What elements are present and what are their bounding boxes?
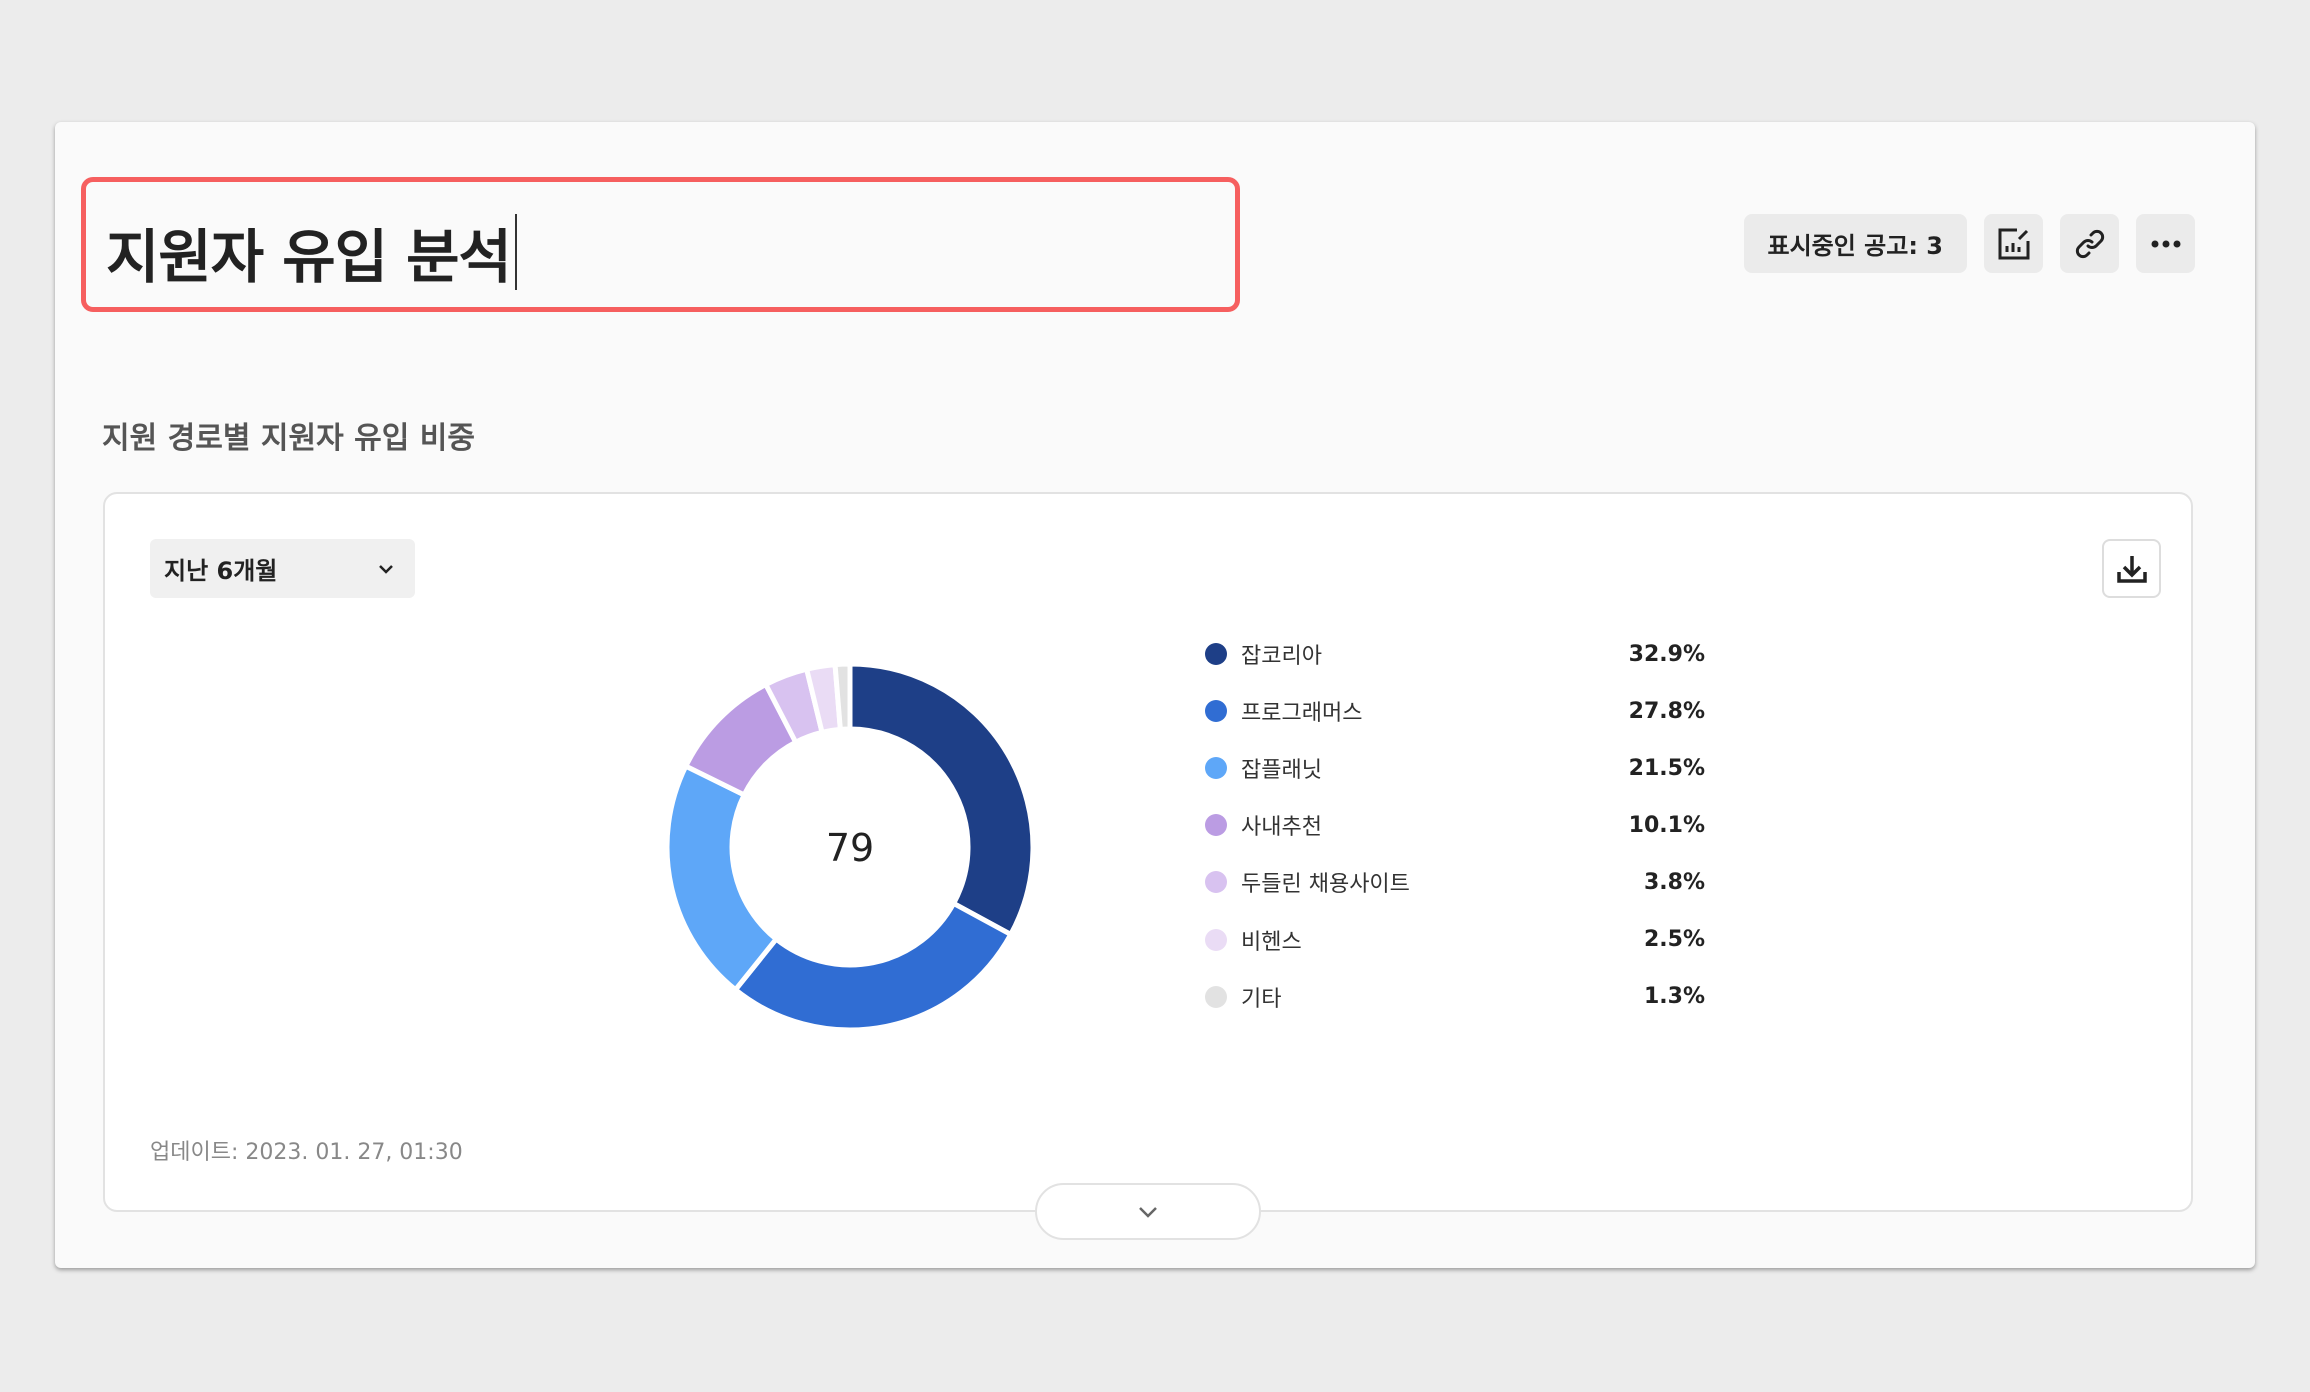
- legend-percent: 10.1%: [1628, 812, 1705, 838]
- chevron-down-icon: [379, 564, 393, 574]
- header-actions: 표시중인 공고: 3: [1743, 214, 2195, 273]
- chart-panel: 지난 6개월 79 잡코리아 32.9% 프로그래머스 27.8% 잡플래닛 21.5% 사…: [103, 492, 2193, 1212]
- legend-dot: [1205, 928, 1227, 951]
- legend-label: 잡플래닛: [1241, 758, 1322, 784]
- legend-label: 기타: [1241, 986, 1282, 1012]
- chart-edit-button[interactable]: [1984, 214, 2043, 273]
- more-button[interactable]: [2136, 214, 2195, 273]
- donut-slice-1: [732, 900, 1014, 1033]
- legend-item: 사내추천 10.1%: [1205, 805, 1705, 845]
- chart-edit-icon: [1998, 228, 2029, 259]
- legend-dot: [1205, 643, 1227, 665]
- legend-dot: [1205, 814, 1227, 837]
- legend-percent: 32.9%: [1628, 641, 1705, 667]
- more-icon: [2151, 240, 2180, 247]
- legend-dot: [1205, 757, 1227, 780]
- title-input[interactable]: 지원자 유입 분석: [81, 177, 1240, 312]
- text-caret: [514, 214, 517, 290]
- chevron-down-icon: [1139, 1206, 1157, 1218]
- download-icon: [2116, 555, 2147, 583]
- legend-percent: 3.8%: [1643, 869, 1705, 895]
- period-select[interactable]: 지난 6개월: [150, 539, 415, 598]
- legend-item: 비헨스 2.5%: [1205, 920, 1705, 960]
- section-title: 지원 경로별 지원자 유입 비중: [102, 421, 475, 456]
- legend-item: 기타 1.3%: [1205, 977, 1705, 1017]
- legend-label: 잡코리아: [1241, 644, 1322, 669]
- legend-percent: 27.8%: [1628, 698, 1705, 724]
- legend-label: 비헨스: [1241, 929, 1302, 955]
- expand-button[interactable]: [1035, 1183, 1261, 1240]
- analysis-card: 지원자 유입 분석 표시중인 공고: 3 지원 경로별 지원자 유입 비중 지난…: [55, 122, 2255, 1268]
- donut-chart: 79: [664, 661, 1036, 1033]
- donut-slice-2: [664, 763, 779, 993]
- legend-percent: 2.5%: [1643, 927, 1705, 952]
- donut-slice-0: [847, 661, 1036, 937]
- updated-timestamp: 업데이트: 2023. 01. 27, 01:30: [150, 1140, 463, 1165]
- legend-label: 두들린 채용사이트: [1241, 872, 1410, 898]
- legend-dot: [1205, 700, 1227, 723]
- link-icon: [2075, 229, 2104, 258]
- legend-percent: 21.5%: [1628, 755, 1705, 781]
- legend-percent: 1.3%: [1643, 984, 1705, 1010]
- copy-link-button[interactable]: [2060, 214, 2119, 273]
- legend-item: 잡코리아 32.9%: [1205, 634, 1705, 674]
- legend-item: 프로그래머스 27.8%: [1205, 691, 1705, 731]
- donut-slice-6: [832, 661, 853, 732]
- legend-label: 프로그래머스: [1241, 701, 1363, 727]
- legend-item: 두들린 채용사이트 3.8%: [1205, 862, 1705, 902]
- donut-center-total: 79: [826, 826, 874, 870]
- download-button[interactable]: [2102, 539, 2161, 598]
- period-select-value: 지난 6개월: [164, 557, 278, 585]
- posting-count-button[interactable]: 표시중인 공고: 3: [1743, 214, 1967, 273]
- legend-dot: [1205, 871, 1227, 894]
- legend-dot: [1205, 985, 1227, 1008]
- legend-label: 사내추천: [1241, 815, 1322, 841]
- legend-item: 잡플래닛 21.5%: [1205, 748, 1705, 788]
- page-title[interactable]: 지원자 유입 분석: [106, 223, 512, 291]
